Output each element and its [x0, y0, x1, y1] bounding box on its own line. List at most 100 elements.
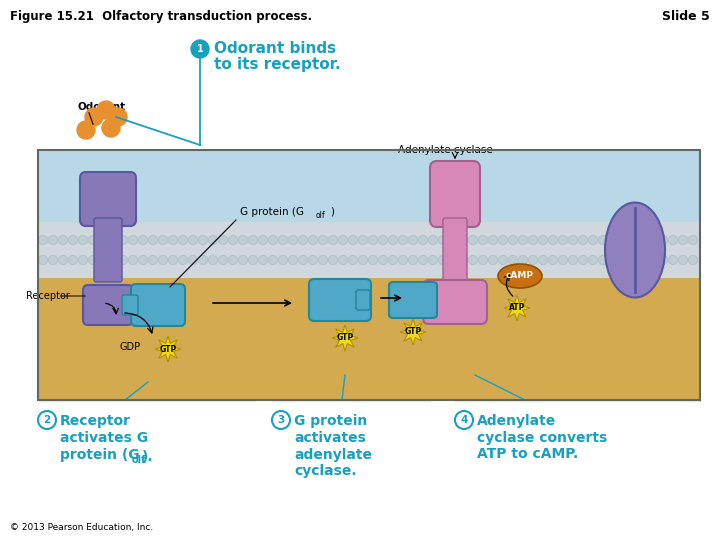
Circle shape: [189, 255, 197, 265]
Circle shape: [488, 255, 498, 265]
Bar: [38, 150, 700, 400]
Circle shape: [97, 101, 115, 119]
Circle shape: [639, 255, 647, 265]
Circle shape: [559, 235, 567, 245]
Circle shape: [498, 235, 508, 245]
Text: GTP: GTP: [159, 345, 176, 354]
Circle shape: [578, 255, 588, 265]
Circle shape: [668, 235, 678, 245]
Circle shape: [668, 255, 678, 265]
Circle shape: [119, 235, 127, 245]
Circle shape: [678, 235, 688, 245]
FancyBboxPatch shape: [309, 279, 371, 321]
Circle shape: [528, 255, 538, 265]
Text: Receptor
activates G
protein (G: Receptor activates G protein (G: [60, 414, 148, 462]
Circle shape: [459, 255, 467, 265]
Circle shape: [328, 255, 338, 265]
Circle shape: [58, 235, 68, 245]
Circle shape: [279, 235, 287, 245]
Circle shape: [168, 255, 178, 265]
Circle shape: [148, 255, 158, 265]
Circle shape: [269, 255, 277, 265]
Circle shape: [299, 255, 307, 265]
Circle shape: [279, 255, 287, 265]
Circle shape: [469, 235, 477, 245]
Circle shape: [559, 255, 567, 265]
Circle shape: [38, 255, 48, 265]
Circle shape: [328, 235, 338, 245]
Circle shape: [77, 121, 95, 139]
Circle shape: [168, 235, 178, 245]
FancyBboxPatch shape: [122, 295, 138, 315]
Circle shape: [308, 255, 318, 265]
Circle shape: [549, 255, 557, 265]
Circle shape: [479, 235, 487, 245]
Polygon shape: [155, 336, 181, 362]
Text: G protein
activates
adenylate
cyclase.: G protein activates adenylate cyclase.: [294, 414, 372, 478]
Ellipse shape: [498, 264, 542, 288]
Text: Slide 5: Slide 5: [662, 10, 710, 23]
Circle shape: [209, 255, 217, 265]
Circle shape: [649, 255, 657, 265]
Circle shape: [68, 235, 78, 245]
Circle shape: [598, 235, 608, 245]
Circle shape: [528, 235, 538, 245]
FancyBboxPatch shape: [443, 218, 467, 282]
Circle shape: [488, 235, 498, 245]
Circle shape: [338, 255, 348, 265]
Text: ATP: ATP: [509, 303, 525, 313]
Circle shape: [158, 255, 168, 265]
Circle shape: [639, 235, 647, 245]
Circle shape: [678, 255, 688, 265]
Circle shape: [479, 255, 487, 265]
Circle shape: [578, 235, 588, 245]
Circle shape: [569, 235, 577, 245]
Circle shape: [588, 255, 598, 265]
Circle shape: [138, 255, 148, 265]
Circle shape: [389, 235, 397, 245]
Circle shape: [438, 235, 448, 245]
Circle shape: [608, 235, 618, 245]
Circle shape: [85, 108, 103, 126]
Text: Adenylate cyclase: Adenylate cyclase: [397, 145, 492, 155]
Circle shape: [289, 235, 297, 245]
Circle shape: [688, 235, 698, 245]
Circle shape: [99, 255, 107, 265]
Text: Odorant binds: Odorant binds: [214, 41, 336, 56]
Text: cAMP: cAMP: [506, 272, 534, 280]
Circle shape: [438, 255, 448, 265]
Circle shape: [518, 255, 528, 265]
Text: 1: 1: [197, 44, 203, 54]
Text: ): ): [330, 207, 334, 217]
Text: © 2013 Pearson Education, Inc.: © 2013 Pearson Education, Inc.: [10, 523, 153, 532]
Circle shape: [539, 235, 547, 245]
Polygon shape: [504, 295, 530, 321]
Circle shape: [308, 235, 318, 245]
Circle shape: [369, 235, 377, 245]
Circle shape: [299, 235, 307, 245]
Text: Odorant: Odorant: [78, 102, 126, 112]
Circle shape: [248, 235, 258, 245]
Circle shape: [389, 255, 397, 265]
FancyBboxPatch shape: [356, 290, 370, 310]
Circle shape: [428, 235, 438, 245]
Circle shape: [539, 255, 547, 265]
Circle shape: [659, 255, 667, 265]
Circle shape: [618, 235, 628, 245]
Circle shape: [649, 235, 657, 245]
Circle shape: [48, 255, 58, 265]
Circle shape: [238, 235, 248, 245]
Ellipse shape: [605, 202, 665, 298]
Circle shape: [218, 255, 228, 265]
Circle shape: [688, 255, 698, 265]
Circle shape: [629, 235, 637, 245]
Circle shape: [608, 255, 618, 265]
Circle shape: [148, 235, 158, 245]
Circle shape: [659, 235, 667, 245]
Circle shape: [629, 255, 637, 265]
Circle shape: [338, 235, 348, 245]
Circle shape: [369, 255, 377, 265]
Circle shape: [138, 235, 148, 245]
Circle shape: [408, 255, 418, 265]
Text: 3: 3: [277, 415, 284, 425]
